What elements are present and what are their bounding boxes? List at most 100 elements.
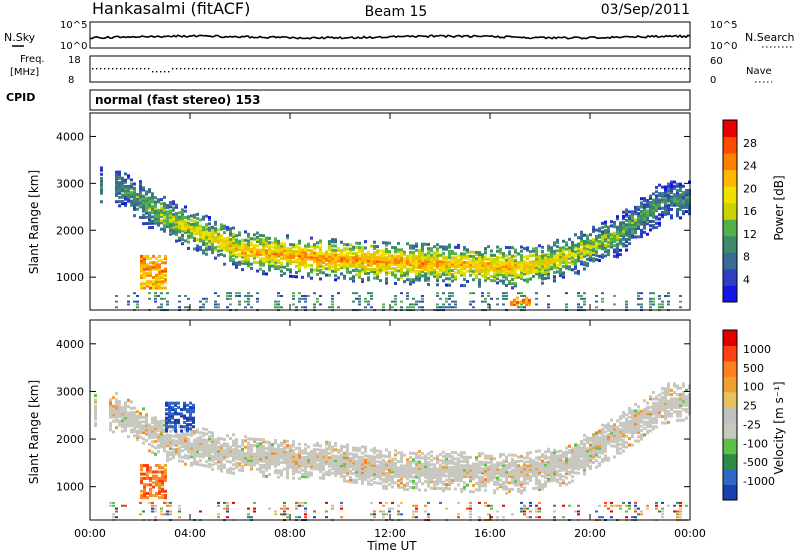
velocity-cell [319, 452, 322, 456]
velocity-cell [178, 440, 181, 444]
power-cell [289, 257, 292, 261]
power-cell [544, 276, 547, 280]
power-cell [265, 240, 268, 244]
velocity-cell [223, 444, 226, 448]
velocity-cell [142, 428, 145, 432]
power-cell [190, 222, 193, 226]
velocity-cell [427, 456, 430, 460]
power-cell [559, 257, 562, 261]
velocity-cell [391, 481, 394, 485]
velocity-cell [490, 469, 493, 473]
velocity-cell [391, 457, 394, 461]
velocity-noise-cell [496, 510, 499, 513]
velocity-cell [196, 460, 199, 464]
power-cell [550, 250, 553, 254]
power-cell [547, 248, 550, 252]
power-cell [142, 194, 145, 198]
velocity-cell [328, 464, 331, 468]
power-cell [676, 195, 679, 199]
power-noise-cell [415, 300, 418, 303]
velocity-cell [496, 465, 499, 469]
power-cell [373, 253, 376, 257]
power-cell [583, 250, 586, 254]
power-cell [286, 236, 289, 240]
power-cell [571, 247, 574, 251]
velocity-cell [523, 456, 526, 460]
velocity-cell [508, 466, 511, 470]
patch-cell [146, 254, 149, 258]
power-cell [199, 245, 202, 249]
velocity-cell [418, 475, 421, 479]
velocity-cell [157, 443, 160, 447]
power-cell [547, 246, 550, 250]
velocity-cell [586, 460, 589, 464]
velocity-cell [250, 458, 253, 462]
patch-cell [158, 267, 161, 271]
velocity-noise-cell [154, 510, 157, 513]
power-cell [511, 271, 514, 275]
velocity-cell [184, 436, 187, 440]
power-cell [607, 225, 610, 229]
velocity-cell [436, 474, 439, 478]
velocity-cell [220, 458, 223, 462]
velocity-cell [538, 466, 541, 470]
velocity-cell [331, 445, 334, 449]
velocity-cell [265, 455, 268, 459]
power-cell [238, 243, 241, 247]
velocity-cell [193, 457, 196, 461]
power-noise-cell [319, 294, 322, 297]
power-cell [202, 249, 205, 253]
power-cell [145, 215, 148, 219]
velocity-cell [400, 485, 403, 489]
power-cell [472, 250, 475, 254]
power-cell [157, 223, 160, 227]
velocity-cell [235, 440, 238, 444]
velocity-cell [376, 460, 379, 464]
power-cell [187, 215, 190, 219]
power-cell [607, 227, 610, 231]
power-cell [331, 252, 334, 256]
power-cell [496, 275, 499, 279]
power-cell [298, 265, 301, 269]
power-cell [508, 263, 511, 267]
power-cell [601, 255, 604, 259]
velocity-cell [565, 461, 568, 465]
velocity-cell [445, 461, 448, 465]
power-cell [259, 250, 262, 254]
power-cell [421, 246, 424, 250]
velocity-cell [394, 470, 397, 474]
power-cell [685, 193, 688, 197]
velocity-cell [397, 468, 400, 472]
power-cell [262, 248, 265, 252]
power-cell [607, 244, 610, 248]
velocity-cell [553, 450, 556, 454]
power-cell [349, 256, 352, 260]
power-cell [301, 250, 304, 254]
power-cell [232, 253, 235, 257]
velocity-cell [217, 466, 220, 470]
velocity-cell [544, 484, 547, 488]
velocity-cell [298, 457, 301, 461]
velocity-noise-cell [553, 504, 556, 507]
power-cell [346, 260, 349, 264]
power-cell [505, 283, 508, 287]
velocity-cell [298, 462, 301, 466]
power-cell [316, 262, 319, 266]
power-cell [538, 254, 541, 258]
velocity-cell [202, 440, 205, 444]
velocity-cell [406, 470, 409, 474]
velocity-cell [358, 459, 361, 463]
power-cell [193, 239, 196, 243]
power-cell [577, 253, 580, 257]
power-cell [154, 204, 157, 208]
velocity-noise-cell [373, 516, 376, 519]
power-cell [175, 212, 178, 216]
power-cell [220, 236, 223, 240]
power-cell [376, 245, 379, 249]
velocity-cell [559, 475, 562, 479]
power-cell [121, 199, 124, 203]
velocity-cell [229, 466, 232, 470]
velocity-cell [565, 455, 568, 458]
power-cell [352, 279, 355, 283]
patch-cell [158, 259, 161, 263]
